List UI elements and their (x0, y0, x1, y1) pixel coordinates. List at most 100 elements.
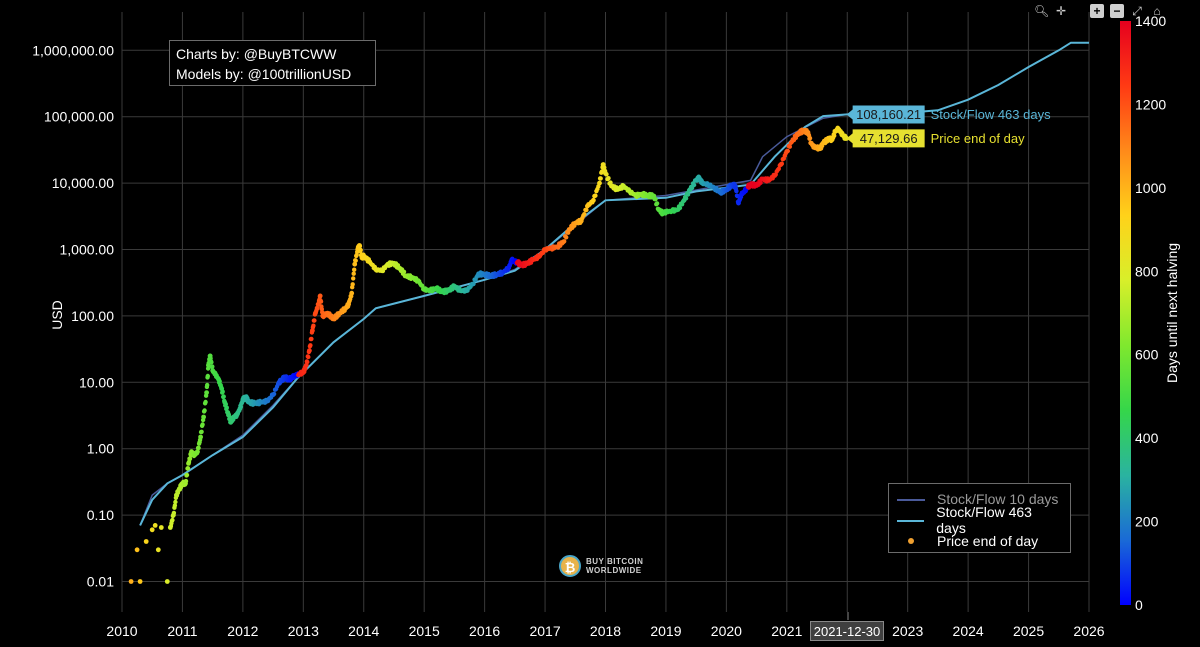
x-tick-label: 2013 (288, 623, 319, 639)
price-point (420, 283, 425, 288)
price-point (187, 456, 193, 461)
legend-item-sf463[interactable]: Stock/Flow 463 days (897, 504, 1062, 536)
price-point (238, 404, 244, 409)
y-tick-label: 100.00 (71, 308, 114, 324)
price-point (173, 499, 178, 505)
y-tick-label: 10,000.00 (52, 175, 114, 191)
price-point (562, 239, 567, 244)
price-point (349, 290, 355, 296)
price-point (224, 405, 229, 410)
colorbar-tick-label: 1200 (1135, 96, 1166, 112)
price-point (306, 354, 311, 360)
hover-annotations: 108,160.21 Stock/Flow 463 days 47,129.66 Pr… (846, 105, 1051, 148)
x-tick-label: 2017 (529, 623, 560, 639)
legend-item-sf10[interactable]: Stock/Flow 10 days (897, 488, 1062, 509)
price-point (164, 579, 170, 584)
price-point (584, 207, 589, 213)
legend-swatch-sf10 (897, 493, 925, 505)
y-tick-label: 100,000.00 (44, 109, 114, 125)
y-tick-label: 1.00 (87, 441, 114, 457)
x-tick-label: 2021 (771, 623, 802, 639)
price-point (172, 503, 178, 508)
annotation-value-price: 47,129.66 (860, 131, 918, 146)
price-point (832, 133, 837, 138)
price-point (358, 247, 363, 253)
price-point (608, 180, 613, 185)
price-point (758, 180, 763, 185)
price-point (597, 180, 602, 186)
price-point (683, 196, 689, 201)
annotation-label-price: Price end of day (931, 131, 1025, 146)
watermark-text: BUY BITCOIN WORLDWIDE (586, 557, 644, 575)
price-point (310, 328, 315, 333)
y-tick-label: 0.01 (87, 574, 114, 590)
bitcoin-coin-icon: ₿ (559, 555, 581, 577)
price-point (155, 547, 161, 553)
y-axis-label: USD (49, 300, 65, 330)
price-point (307, 348, 312, 353)
price-point (271, 391, 277, 397)
price-point (471, 281, 476, 287)
x-tick-label: 2020 (711, 623, 742, 639)
x-tick-label: 2018 (590, 623, 621, 639)
price-point (170, 517, 175, 523)
price-point (312, 318, 317, 323)
x-tick-label: 2015 (409, 623, 440, 639)
colorbar-tick-label: 400 (1135, 430, 1159, 446)
zoom-icon[interactable]: 🔍︎ (1034, 4, 1050, 18)
price-point (205, 373, 210, 379)
colorbar-gradient (1120, 21, 1131, 605)
price-point (202, 408, 207, 413)
zoom-in-icon[interactable]: + (1090, 4, 1104, 18)
annotation-box-price (846, 129, 925, 148)
watermark-logo: ₿ BUY BITCOIN WORLDWIDE (559, 555, 656, 577)
colorbar-tick-label: 800 (1135, 263, 1159, 279)
price-point (540, 250, 546, 255)
x-tick-label: 2026 (1073, 623, 1104, 639)
price-point (309, 336, 314, 342)
price-point (807, 136, 813, 141)
price-point (654, 201, 660, 206)
price-point (357, 243, 363, 249)
price-point (691, 182, 697, 188)
price-point (134, 547, 140, 553)
price-point (350, 282, 355, 287)
price-point (564, 235, 569, 240)
price-point (200, 422, 205, 427)
price-point (677, 205, 683, 211)
colorbar-tick-label: 1000 (1135, 180, 1166, 196)
zoom-out-icon[interactable]: − (1110, 4, 1124, 18)
price-point (220, 389, 225, 394)
price-point (203, 399, 208, 405)
price-point (210, 364, 215, 369)
price-point (137, 579, 143, 584)
x-tick-label: 2023 (892, 623, 923, 639)
credits-line-models: Models by: @100trillionUSD (176, 66, 352, 82)
home-icon[interactable]: ⌂ (1153, 4, 1161, 18)
price-point (143, 539, 149, 544)
colorbar-tick-label: 200 (1135, 514, 1159, 530)
colorbar: 0 200 400 600 800 1000 1200 1400 (1120, 13, 1166, 613)
price-point (604, 172, 609, 177)
price-point (171, 510, 177, 516)
price-point (593, 193, 598, 198)
x-tick-label: 2019 (650, 623, 681, 639)
credits-box: Charts by: @BuyBTCWW Models by: @100tril… (169, 40, 376, 86)
x-tick-label: 2025 (1013, 623, 1044, 639)
price-point (196, 445, 201, 451)
price-point (195, 449, 200, 455)
price-point (185, 466, 191, 471)
price-point (606, 176, 611, 181)
price-point (217, 379, 222, 384)
autoscale-icon[interactable]: ⤢ (1132, 4, 1142, 18)
x-tick-label: 2016 (469, 623, 500, 639)
price-point (308, 343, 313, 348)
price-point (776, 166, 781, 171)
price-point (149, 527, 155, 533)
pan-icon[interactable]: ✛ (1055, 4, 1067, 18)
price-point (318, 299, 324, 304)
legend: Stock/Flow 10 days Stock/Flow 463 days P… (888, 483, 1071, 553)
legend-item-price[interactable]: Price end of day (897, 530, 1062, 551)
x-tick-label: 2014 (348, 623, 379, 639)
legend-label-price: Price end of day (937, 532, 1039, 549)
